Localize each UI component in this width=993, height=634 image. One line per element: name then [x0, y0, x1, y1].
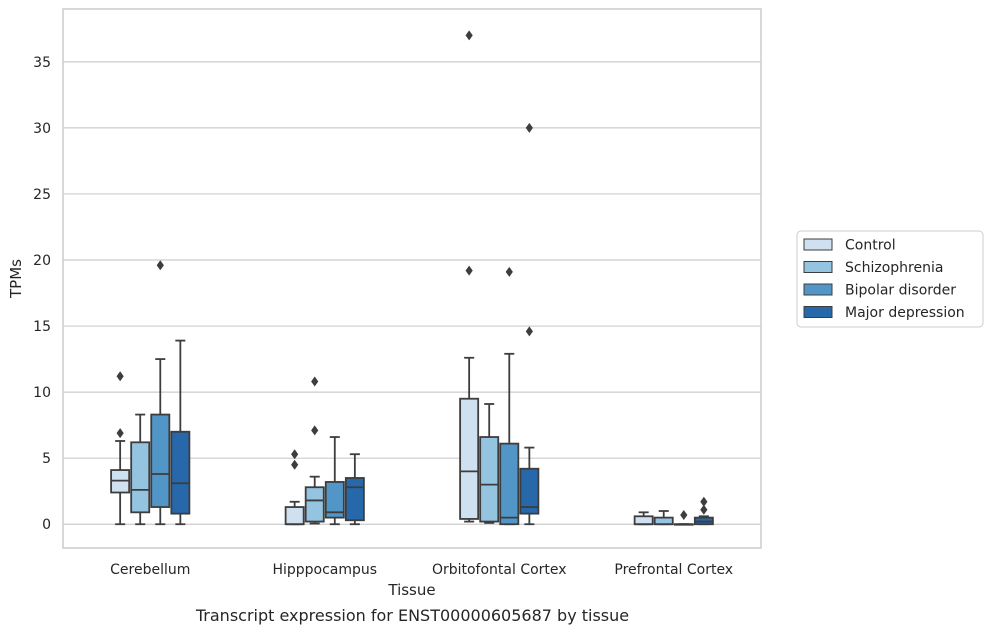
- outlier-point: [465, 265, 473, 276]
- legend-swatch: [803, 283, 833, 296]
- box-bipolar-disorder: [150, 260, 171, 526]
- outlier-point: [116, 371, 124, 382]
- box-control: [459, 30, 480, 523]
- x-tick-label: Cerebellum: [110, 562, 190, 578]
- box-schizophrenia: [130, 413, 151, 526]
- box-bipolar-disorder: [499, 266, 520, 526]
- box-major-depression: [519, 122, 540, 526]
- y-tick-label: 20: [33, 253, 51, 269]
- box-body: [499, 442, 520, 526]
- figure-caption: Transcript expression for ENST0000060568…: [195, 606, 630, 625]
- box-body: [150, 413, 171, 508]
- outlier-point: [291, 449, 299, 460]
- y-tick-label: 5: [42, 451, 51, 467]
- outlier-point: [156, 260, 164, 271]
- x-tick-label: Hipppocampus: [272, 562, 377, 578]
- box-control: [110, 371, 131, 526]
- x-axis-label: Tissue: [387, 581, 435, 599]
- box-body: [519, 467, 540, 515]
- box-bipolar-disorder: [673, 509, 694, 526]
- outlier-point: [700, 496, 708, 507]
- box-body: [170, 430, 191, 515]
- boxes: [110, 30, 714, 526]
- box-major-depression: [693, 496, 714, 526]
- box-major-depression: [170, 339, 191, 526]
- y-axis-label: TPMs: [7, 259, 25, 299]
- legend-swatch: [803, 306, 833, 318]
- outlier-point: [465, 30, 473, 41]
- legend-label: Schizophrenia: [845, 260, 943, 276]
- y-tick-label: 15: [33, 319, 51, 335]
- box-body: [479, 436, 500, 523]
- box-control: [633, 511, 654, 526]
- outlier-point: [311, 376, 319, 387]
- legend: Control Schizophrenia Bipolar disorder Majo…: [796, 230, 984, 328]
- legend-label: Major depression: [845, 305, 965, 321]
- box-body: [284, 506, 305, 526]
- axes: 0 5 10 15 20 25 30 35 Cerebellum Hipppocampus Orbi…: [7, 8, 762, 599]
- plot-frame: [62, 8, 762, 549]
- legend-swatch: [803, 261, 833, 273]
- outlier-point: [311, 425, 319, 436]
- legend-swatch: [803, 238, 833, 251]
- box-major-depression: [344, 453, 365, 526]
- box-schizophrenia: [304, 376, 325, 525]
- y-tick-label: 25: [33, 187, 51, 203]
- outlier-point: [680, 509, 688, 520]
- x-tick-label: Prefrontal Cortex: [614, 562, 733, 578]
- legend-label: Bipolar disorder: [845, 283, 956, 299]
- legend-label: Control: [845, 238, 896, 254]
- y-tick-label: 10: [33, 385, 51, 401]
- outlier-point: [525, 122, 533, 133]
- legend-frame: [796, 230, 984, 328]
- box-body: [304, 486, 325, 523]
- box-body: [130, 441, 151, 514]
- outlier-point: [505, 266, 513, 277]
- y-tick-label: 0: [42, 517, 51, 533]
- box-bipolar-disorder: [324, 436, 345, 526]
- box-body: [459, 397, 480, 520]
- box-body: [324, 481, 345, 519]
- outlier-point: [116, 428, 124, 439]
- box-body: [633, 515, 654, 526]
- box-body: [653, 516, 674, 526]
- x-tick-label: Orbitofontal Cortex: [432, 562, 567, 578]
- outlier-point: [700, 504, 708, 515]
- outlier-point: [291, 459, 299, 470]
- y-tick-label: 30: [33, 121, 51, 137]
- outlier-point: [525, 326, 533, 337]
- box-schizophrenia: [479, 403, 500, 524]
- box-body: [344, 477, 365, 522]
- y-tick-label: 35: [33, 55, 51, 71]
- box-schizophrenia: [653, 510, 674, 526]
- box-control: [284, 449, 305, 526]
